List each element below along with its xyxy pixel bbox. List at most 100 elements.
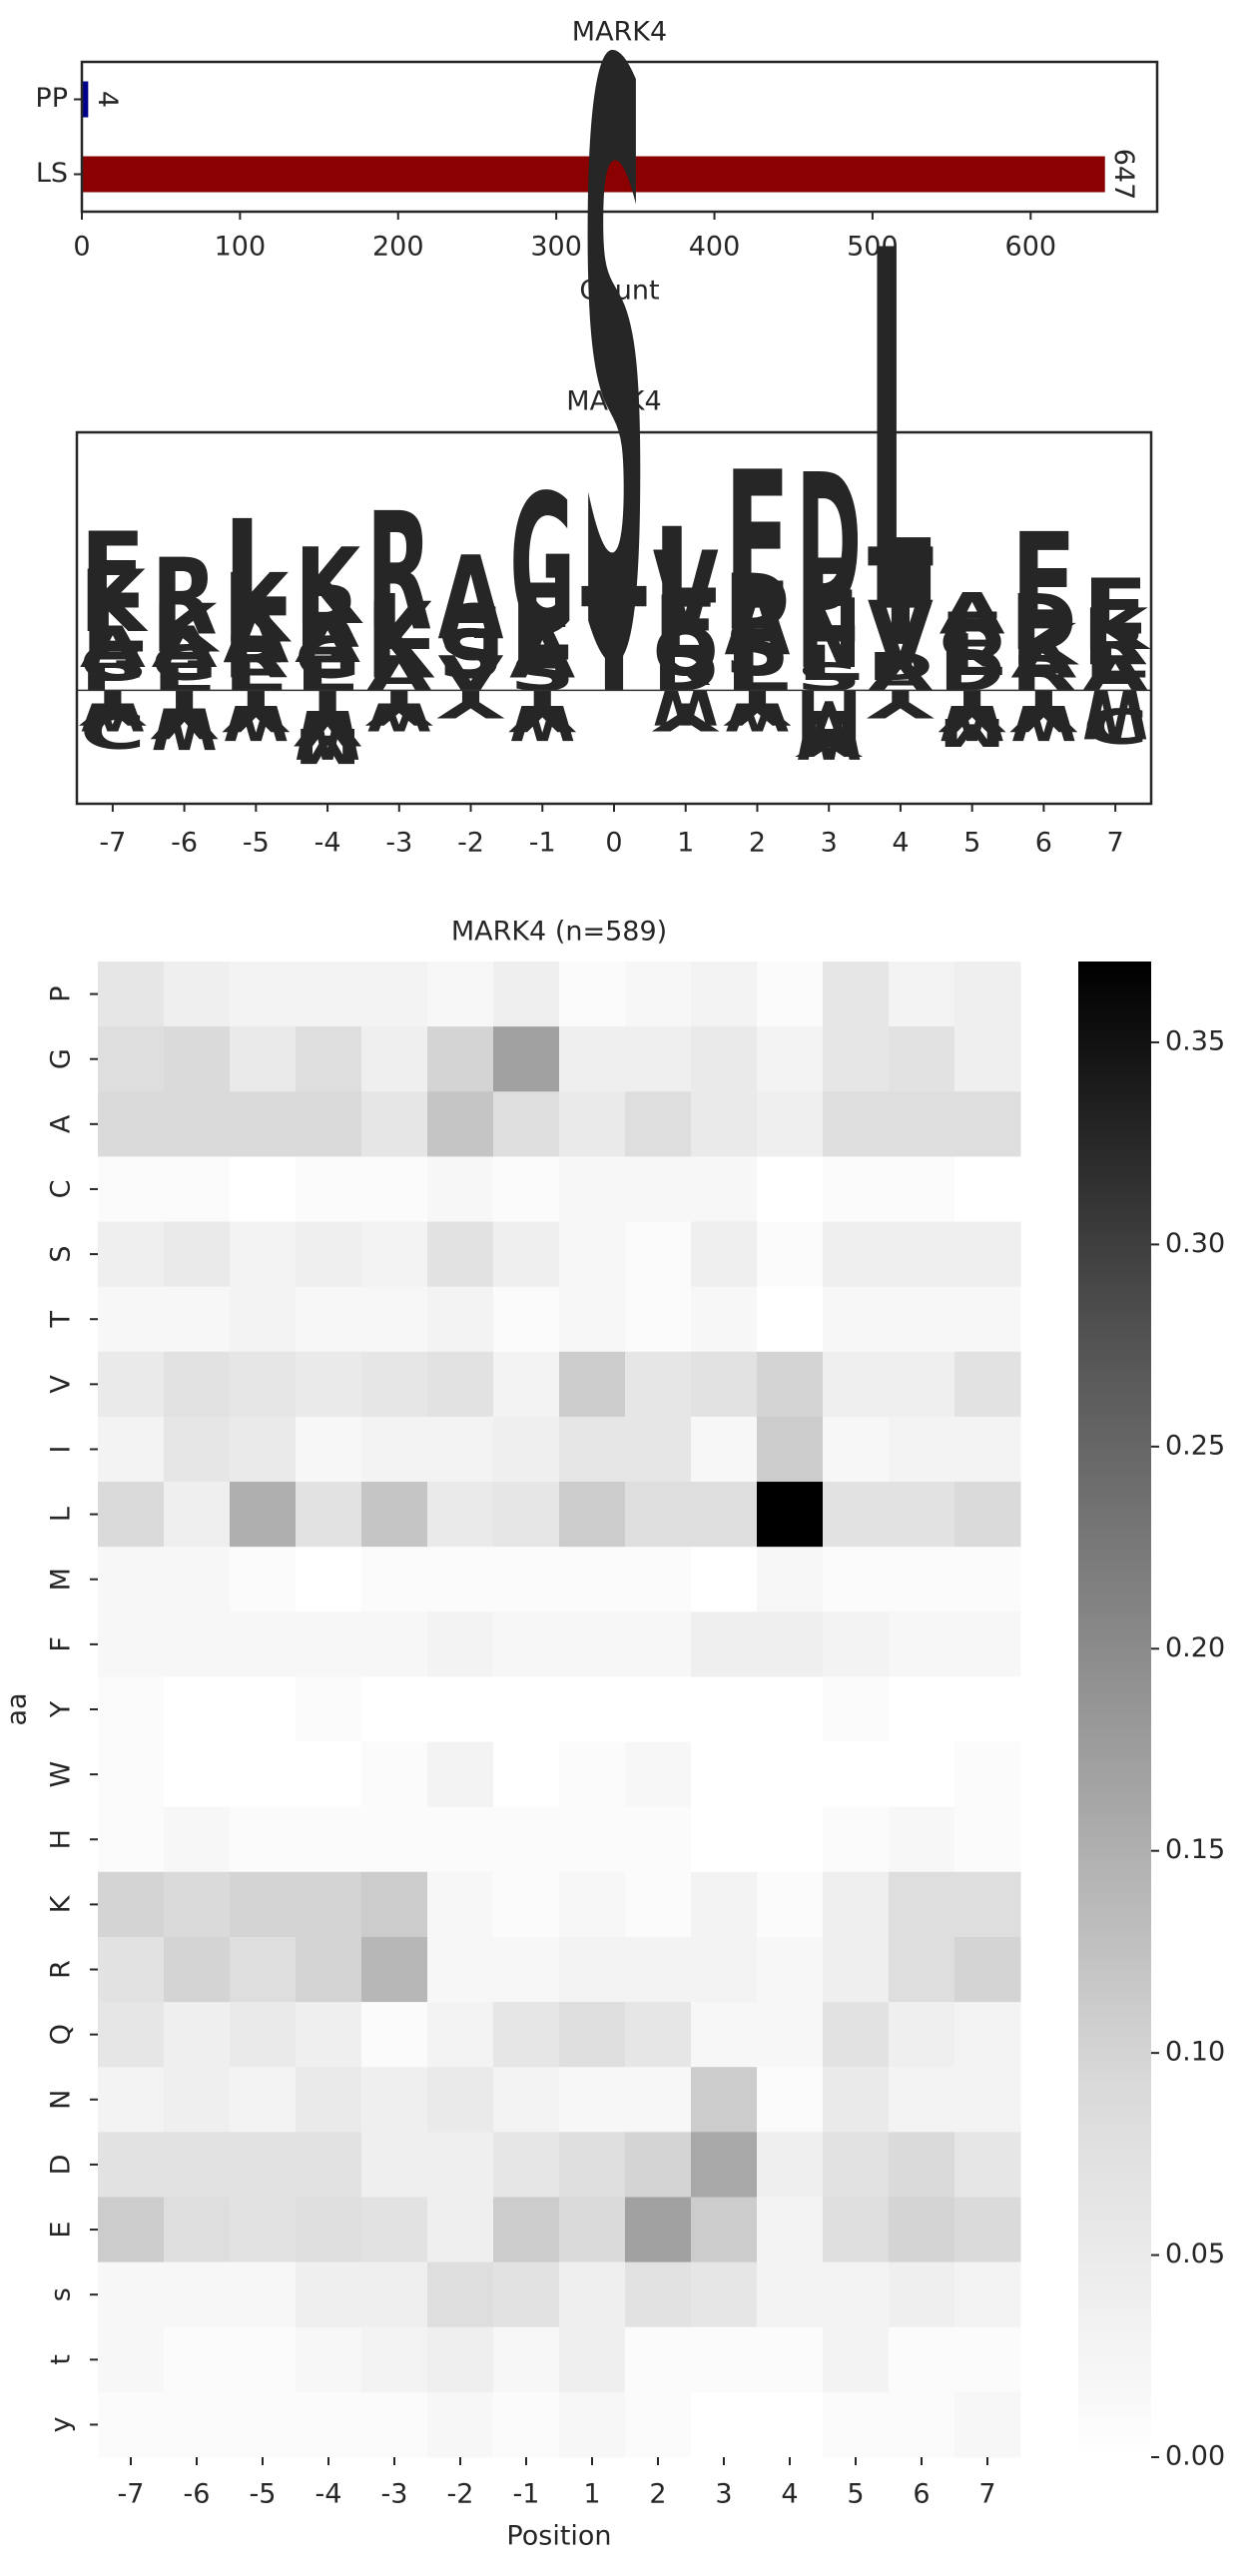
heatmap-cell bbox=[427, 1611, 494, 1677]
heatmap-cell bbox=[361, 1547, 428, 1612]
heatmap-cell bbox=[823, 2326, 890, 2393]
heatmap-cell bbox=[361, 2002, 428, 2068]
heatmap-cell bbox=[889, 1026, 955, 1092]
heatmap-cell bbox=[98, 1416, 165, 1483]
y-tick-label: y bbox=[46, 2416, 77, 2432]
heatmap-cell bbox=[493, 1936, 560, 2003]
y-axis-label: aa bbox=[2, 1692, 33, 1725]
heatmap-cell bbox=[493, 1286, 560, 1353]
heatmap-cell bbox=[296, 1676, 362, 1743]
heatmap-cell bbox=[559, 1221, 626, 1288]
logo-letter: A bbox=[80, 613, 147, 681]
heatmap-cell bbox=[296, 2261, 362, 2328]
heatmap-cell bbox=[427, 1676, 494, 1743]
heatmap-cell bbox=[625, 1221, 692, 1288]
heatmap-cell bbox=[361, 2067, 428, 2133]
logo-letter: A bbox=[868, 655, 935, 700]
heatmap-cell bbox=[296, 1741, 362, 1808]
heatmap-cell bbox=[625, 2326, 692, 2393]
heatmap-cell bbox=[691, 1221, 758, 1288]
x-tick-label: 100 bbox=[215, 232, 267, 263]
heatmap-cell bbox=[427, 2391, 494, 2458]
heatmap-cell bbox=[691, 1416, 758, 1483]
heatmap-cell bbox=[559, 1156, 626, 1223]
heatmap-cell bbox=[427, 962, 494, 1027]
logo-letter: R bbox=[1082, 611, 1148, 679]
logo-letter: L bbox=[366, 578, 432, 667]
heatmap-cell bbox=[691, 1351, 758, 1418]
heatmap-cell bbox=[954, 1936, 1021, 2003]
heatmap-cell bbox=[361, 1676, 428, 1743]
x-tick-label: -4 bbox=[314, 828, 341, 859]
heatmap-cell bbox=[823, 2002, 890, 2068]
x-tick-label: 200 bbox=[372, 232, 424, 263]
heatmap-cell bbox=[164, 1482, 231, 1548]
logo-letter: G bbox=[295, 624, 360, 692]
heatmap-cell bbox=[296, 1936, 362, 2003]
heatmap-cell bbox=[757, 2067, 824, 2133]
heatmap-cell bbox=[493, 2391, 560, 2458]
heatmap-cell bbox=[230, 1611, 297, 1677]
heatmap-cell bbox=[164, 1936, 231, 2003]
x-tick-label: -1 bbox=[513, 2479, 540, 2510]
logo-letter: L bbox=[868, 147, 934, 725]
logo-letter: R bbox=[152, 538, 218, 660]
x-tick-label: -7 bbox=[118, 2479, 145, 2510]
heatmap-cell bbox=[427, 2326, 494, 2393]
heatmap-cell bbox=[164, 1351, 231, 1418]
logo-letter: L bbox=[1082, 634, 1148, 689]
heatmap-cell bbox=[493, 1871, 560, 1938]
logo-letter: K bbox=[80, 553, 149, 653]
x-tick-label: 6 bbox=[1035, 828, 1052, 859]
heatmap-cell bbox=[164, 1547, 231, 1612]
heatmap-cell bbox=[427, 1482, 494, 1548]
heatmap-cell bbox=[691, 2391, 758, 2458]
heatmap-cell bbox=[889, 2067, 955, 2133]
logo-letter: W bbox=[653, 678, 719, 733]
x-tick-label: -3 bbox=[385, 828, 412, 859]
heatmap-cell bbox=[625, 1286, 692, 1353]
colorbar-tick-label: 0.05 bbox=[1165, 2239, 1225, 2269]
logo-letter: E bbox=[509, 563, 575, 685]
heatmap-cell bbox=[493, 1091, 560, 1157]
colorbar-tick-label: 0.35 bbox=[1165, 1025, 1225, 1056]
heatmap-cell bbox=[164, 2132, 231, 2198]
heatmap-cell bbox=[625, 1482, 692, 1548]
heatmap-cell bbox=[164, 2002, 231, 2068]
heatmap-cell bbox=[361, 1741, 428, 1808]
heatmap-cell bbox=[625, 2132, 692, 2198]
heatmap-cell bbox=[164, 1871, 231, 1938]
heatmap-cell bbox=[954, 2197, 1021, 2263]
x-tick-label: -6 bbox=[171, 828, 198, 859]
heatmap-cell bbox=[559, 1091, 626, 1157]
heatmap-cell bbox=[889, 1416, 955, 1483]
logo-letter: M bbox=[940, 710, 1005, 755]
heatmap-cell bbox=[164, 2067, 231, 2133]
heatmap-cell bbox=[625, 1741, 692, 1808]
x-tick-label: -7 bbox=[99, 828, 126, 859]
x-tick-label: -5 bbox=[250, 2479, 277, 2510]
logo-letter: G bbox=[152, 637, 218, 692]
logo-letter: L bbox=[80, 581, 146, 670]
logo-letter: E bbox=[796, 535, 862, 669]
heatmap-cell bbox=[164, 2261, 231, 2328]
heatmap-cell bbox=[559, 2261, 626, 2328]
heatmap-cell bbox=[823, 1221, 890, 1288]
heatmap-cell bbox=[493, 1156, 560, 1223]
heatmap-cell bbox=[954, 1482, 1021, 1548]
heatmap-cell bbox=[757, 2132, 824, 2198]
logo-letter: M bbox=[796, 672, 862, 761]
heatmap-cell bbox=[230, 1871, 297, 1938]
heatmap-cell bbox=[164, 1221, 231, 1288]
heatmap-cell bbox=[361, 2326, 428, 2393]
heatmap-cell bbox=[691, 1026, 758, 1092]
heatmap-cell bbox=[427, 1871, 494, 1938]
logo-letter: P bbox=[80, 655, 146, 700]
heatmap-cell bbox=[361, 2197, 428, 2263]
x-tick-label: -5 bbox=[243, 828, 270, 859]
heatmap-cell bbox=[427, 2197, 494, 2263]
logo-letter: E bbox=[152, 655, 218, 700]
heatmap-cell bbox=[493, 1221, 560, 1288]
heatmap-cell bbox=[427, 2002, 494, 2068]
